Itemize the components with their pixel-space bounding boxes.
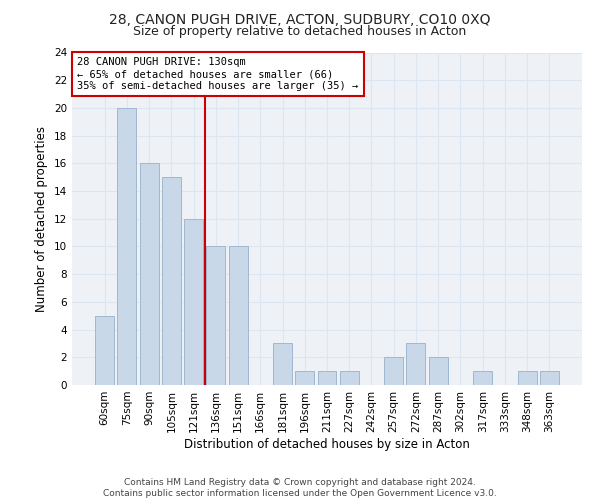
Bar [518, 371, 536, 385]
Bar [317, 371, 337, 385]
Bar [206, 246, 225, 385]
Bar [229, 246, 248, 385]
X-axis label: Distribution of detached houses by size in Acton: Distribution of detached houses by size … [184, 438, 470, 450]
Bar [95, 316, 114, 385]
Bar [162, 177, 181, 385]
Text: Size of property relative to detached houses in Acton: Size of property relative to detached ho… [133, 25, 467, 38]
Bar [140, 164, 158, 385]
Bar [473, 371, 492, 385]
Bar [540, 371, 559, 385]
Bar [273, 344, 292, 385]
Bar [429, 358, 448, 385]
Text: Contains HM Land Registry data © Crown copyright and database right 2024.
Contai: Contains HM Land Registry data © Crown c… [103, 478, 497, 498]
Bar [406, 344, 425, 385]
Bar [295, 371, 314, 385]
Text: 28, CANON PUGH DRIVE, ACTON, SUDBURY, CO10 0XQ: 28, CANON PUGH DRIVE, ACTON, SUDBURY, CO… [109, 12, 491, 26]
Bar [340, 371, 359, 385]
Text: 28 CANON PUGH DRIVE: 130sqm
← 65% of detached houses are smaller (66)
35% of sem: 28 CANON PUGH DRIVE: 130sqm ← 65% of det… [77, 58, 358, 90]
Bar [384, 358, 403, 385]
Bar [118, 108, 136, 385]
Y-axis label: Number of detached properties: Number of detached properties [35, 126, 49, 312]
Bar [184, 219, 203, 385]
